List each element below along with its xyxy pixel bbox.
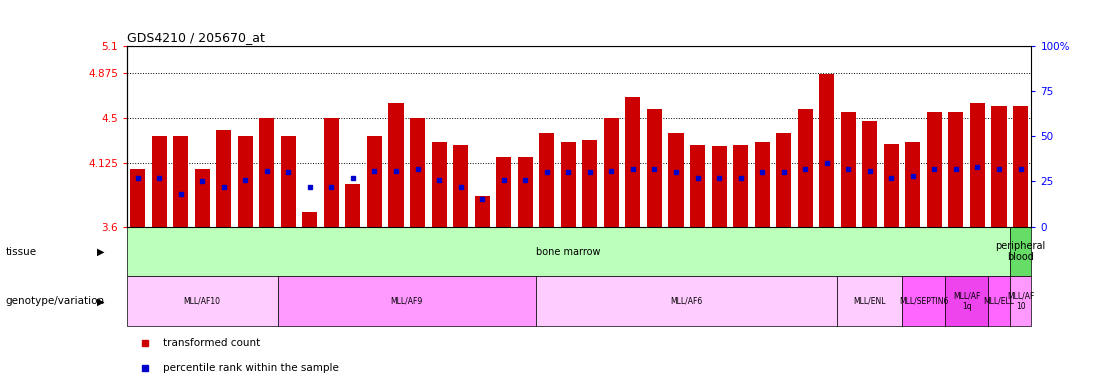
Bar	[927, 112, 942, 227]
Text: ▶: ▶	[97, 296, 105, 306]
Bar	[820, 74, 834, 227]
Bar	[539, 133, 555, 227]
Bar	[302, 212, 318, 227]
Text: MLL/SEPTIN6: MLL/SEPTIN6	[899, 297, 949, 306]
Bar	[453, 145, 468, 227]
Bar	[216, 130, 232, 227]
Text: MLL/AF10: MLL/AF10	[184, 297, 221, 306]
Text: genotype/variation: genotype/variation	[6, 296, 105, 306]
Bar	[711, 146, 727, 227]
Bar	[690, 145, 705, 227]
Text: MLL/AF
1q: MLL/AF 1q	[953, 292, 981, 311]
Bar	[324, 118, 339, 227]
Bar	[151, 136, 167, 227]
Bar	[127, 276, 278, 326]
Bar	[238, 136, 253, 227]
Text: GDS4210 / 205670_at: GDS4210 / 205670_at	[127, 31, 265, 44]
Text: percentile rank within the sample: percentile rank within the sample	[163, 362, 339, 373]
Bar	[281, 136, 296, 227]
Bar	[195, 169, 210, 227]
Text: MLL/AF6: MLL/AF6	[671, 297, 703, 306]
Bar	[278, 276, 536, 326]
Bar	[970, 103, 985, 227]
Bar	[345, 184, 361, 227]
Bar	[367, 136, 382, 227]
Bar	[646, 109, 662, 227]
Bar	[754, 142, 770, 227]
Bar	[625, 97, 641, 227]
Bar	[1013, 106, 1028, 227]
Bar	[517, 157, 533, 227]
Text: ▶: ▶	[97, 247, 105, 257]
Bar	[388, 103, 404, 227]
Text: peripheral
blood: peripheral blood	[995, 241, 1046, 262]
Text: MLL/ELL: MLL/ELL	[984, 297, 1015, 306]
Bar	[474, 197, 490, 227]
Text: transformed count: transformed count	[163, 338, 260, 348]
Bar	[582, 140, 598, 227]
Bar	[988, 276, 1009, 326]
Text: MLL/ENL: MLL/ENL	[854, 297, 886, 306]
Bar	[945, 276, 988, 326]
Bar	[668, 133, 684, 227]
Bar	[431, 142, 447, 227]
Bar	[733, 145, 748, 227]
Bar	[410, 118, 425, 227]
Text: tissue: tissue	[6, 247, 36, 257]
Bar	[797, 109, 813, 227]
Bar	[1009, 276, 1031, 326]
Bar	[777, 133, 791, 227]
Bar	[906, 142, 920, 227]
Bar	[992, 106, 1007, 227]
Bar	[902, 276, 945, 326]
Bar	[949, 112, 964, 227]
Bar	[884, 144, 899, 227]
Bar	[1009, 227, 1031, 276]
Bar	[259, 118, 275, 227]
Bar	[837, 276, 902, 326]
Bar	[130, 169, 146, 227]
Bar	[603, 118, 619, 227]
Bar	[560, 142, 576, 227]
Bar	[496, 157, 511, 227]
Text: bone marrow: bone marrow	[536, 247, 600, 257]
Bar	[863, 121, 877, 227]
Bar	[536, 276, 837, 326]
Bar	[173, 136, 189, 227]
Text: MLL/AF9: MLL/AF9	[390, 297, 422, 306]
Text: MLL/AF
10: MLL/AF 10	[1007, 292, 1035, 311]
Bar	[840, 112, 856, 227]
